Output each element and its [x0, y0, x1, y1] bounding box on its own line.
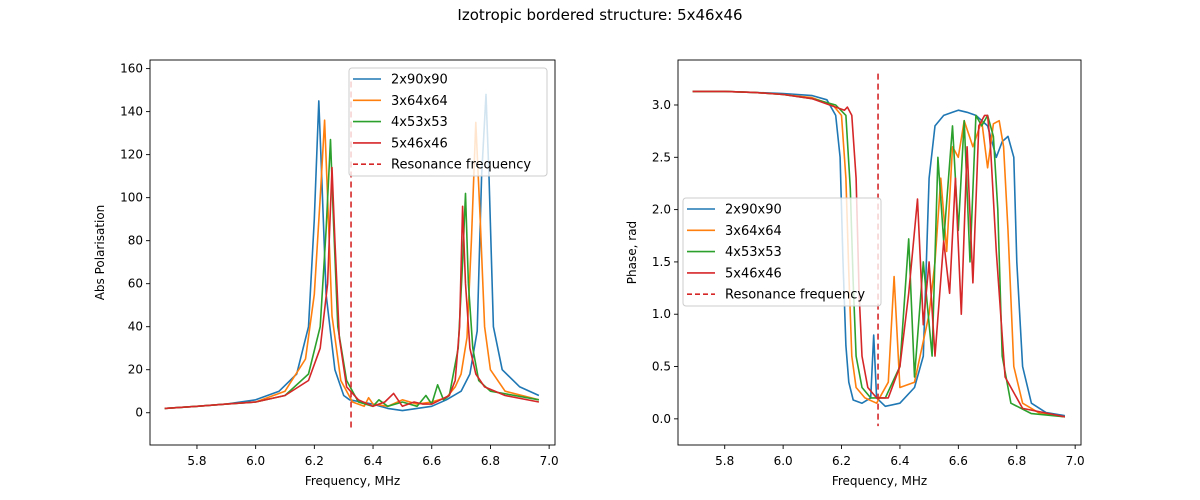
- axes-frame: [677, 59, 1082, 446]
- y-tick-label: 140: [120, 105, 143, 119]
- legend-label: 5x46x46: [391, 136, 448, 151]
- x-tick-label: 5.8: [715, 454, 734, 468]
- figure-title: Izotropic bordered structure: 5x46x46: [457, 6, 743, 24]
- x-axis-label: Frequency, MHz: [832, 474, 927, 488]
- legend-label: 3x64x64: [391, 94, 448, 109]
- y-axis-label: Abs Polarisation: [93, 205, 107, 301]
- y-tick-label: 0.0: [652, 412, 671, 426]
- y-axis-label: Phase, rad: [625, 221, 639, 284]
- x-tick-label: 6.6: [422, 454, 441, 468]
- legend-label: Resonance frequency: [391, 158, 531, 173]
- x-tick-label: 6.0: [774, 454, 793, 468]
- y-tick-label: 60: [128, 277, 143, 291]
- x-tick-label: 7.0: [540, 454, 559, 468]
- axes-frame: [149, 59, 556, 446]
- legend-label: 4x53x53: [391, 115, 448, 130]
- series-line-5x46x46: [164, 166, 540, 410]
- series-line-4x53x53: [164, 138, 540, 410]
- y-tick-label: 160: [120, 62, 143, 76]
- legend-label: Resonance frequency: [725, 288, 865, 303]
- legend: 2x90x90 3x64x64 4x53x53 5x46x46 Resonance fr…: [348, 67, 548, 177]
- subplot-2: 5.8 6.0 6.2 6.4 6.6 6.8 7.0 0.0 0.5 1.0 1.5 2.0 2.5 3…: [625, 59, 1085, 488]
- x-tick-label: 6.4: [890, 454, 909, 468]
- legend-label: 2x90x90: [391, 73, 448, 88]
- y-tick-label: 40: [128, 320, 143, 334]
- y-tick-label: 100: [120, 191, 143, 205]
- legend-label: 2x90x90: [725, 203, 782, 218]
- y-tick-label: 0: [135, 406, 143, 420]
- x-tick-label: 6.8: [481, 454, 500, 468]
- legend-label: 5x46x46: [725, 266, 782, 281]
- x-tick-label: 6.0: [246, 454, 265, 468]
- x-tick-label: 6.8: [1007, 454, 1026, 468]
- legend-box: [348, 67, 548, 177]
- plot-area: [692, 73, 1066, 427]
- y-tick-label: 2.0: [652, 203, 671, 217]
- x-axis-label: Frequency, MHz: [305, 474, 400, 488]
- y-tick-label: 0.5: [652, 360, 671, 374]
- legend: 2x90x90 3x64x64 4x53x53 5x46x46 Resonance fr…: [682, 197, 882, 307]
- x-tick-label: 6.6: [949, 454, 968, 468]
- series-line-2x90x90: [692, 90, 1066, 417]
- x-tick-label: 7.0: [1066, 454, 1085, 468]
- y-tick-label: 20: [128, 363, 143, 377]
- y-tick-label: 120: [120, 148, 143, 162]
- y-tick-label: 1.0: [652, 307, 671, 321]
- series-line-3x64x64: [692, 90, 1066, 418]
- legend-label: 3x64x64: [725, 224, 782, 239]
- y-tick-label: 80: [128, 234, 143, 248]
- legend-label: 4x53x53: [725, 245, 782, 260]
- y-tick-label: 1.5: [652, 255, 671, 269]
- x-tick-label: 6.4: [363, 454, 382, 468]
- y-tick-label: 2.5: [652, 150, 671, 164]
- legend-box: [682, 197, 882, 307]
- x-tick-label: 5.8: [187, 454, 206, 468]
- x-tick-label: 6.2: [832, 454, 851, 468]
- x-tick-label: 6.2: [305, 454, 324, 468]
- series-line-5x46x46: [692, 90, 1066, 418]
- y-tick-label: 3.0: [652, 98, 671, 112]
- subplot-1: 5.8 6.0 6.2 6.4 6.6 6.8 7.0 0 20 40 60 80 100 120 140 1…: [93, 59, 559, 488]
